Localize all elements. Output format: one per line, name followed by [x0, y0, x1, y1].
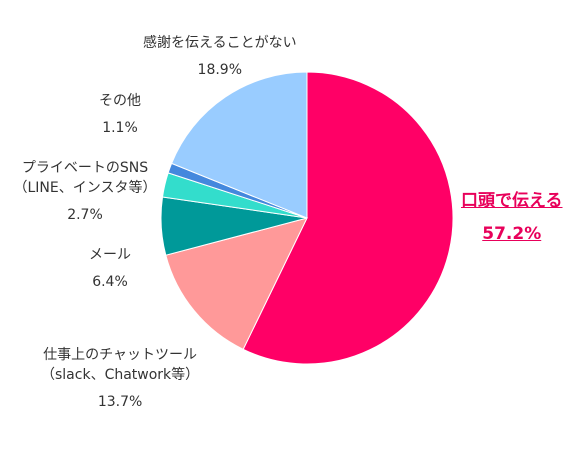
slice-label-text: 口頭で伝える — [461, 190, 563, 211]
slice-label-5: 感謝を伝えることがない 18.9% — [143, 33, 297, 80]
slice-label-2: メール 6.4% — [89, 245, 131, 292]
slice-percentage: 2.7% — [67, 206, 103, 223]
slice-label-text: その他 — [99, 92, 141, 109]
slice-percentage: 57.2% — [482, 223, 542, 244]
slice-label-text: プライベートのSNS — [21, 159, 149, 176]
slice-percentage: 1.1% — [102, 119, 138, 136]
slice-label-text: 仕事上のチャットツール — [43, 346, 198, 363]
slice-label-text: （slack、Chatwork等） — [41, 366, 200, 383]
slice-label-text: 感謝を伝えることがない — [143, 34, 297, 51]
slice-label-1: 仕事上のチャットツール （slack、Chatwork等） 13.7% — [41, 345, 199, 412]
pie-slice-0 — [242, 71, 454, 365]
slice-percentage: 18.9% — [197, 61, 243, 78]
slice-label-4: その他 1.1% — [99, 91, 141, 138]
slice-label-text: （LINE、インスタ等） — [13, 179, 157, 196]
slice-label-0: 口頭で伝える 57.2% — [461, 188, 563, 247]
pie-slice-5 — [170, 71, 308, 219]
slice-percentage: 13.7% — [97, 393, 143, 410]
slice-percentage: 6.4% — [92, 273, 128, 290]
pie-slice-1 — [165, 217, 308, 350]
slice-label-3: プライベートのSNS （LINE、インスタ等） 2.7% — [14, 158, 157, 225]
slice-label-text: メール — [89, 246, 131, 263]
